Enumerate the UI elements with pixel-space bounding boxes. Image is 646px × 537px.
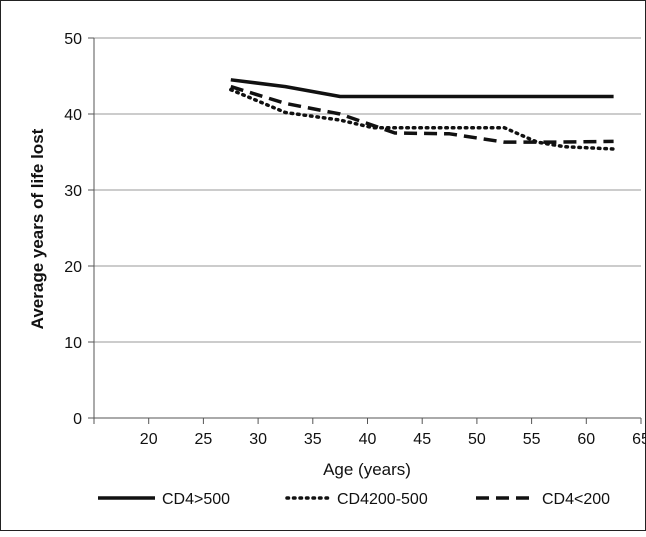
- y-tick-label: 40: [64, 107, 82, 124]
- x-tick-label: 55: [523, 431, 541, 448]
- y-tick-label: 10: [64, 335, 82, 352]
- gridlines: [94, 37, 641, 343]
- legend-label-2: CD4200-500: [337, 491, 428, 508]
- series-line-2: [229, 87, 616, 151]
- legend-label-3: CD4<200: [542, 491, 610, 508]
- x-tick-label: 20: [140, 431, 158, 448]
- series-line-3: [230, 84, 614, 144]
- series-line-1: [230, 78, 614, 99]
- x-tick-label: 50: [468, 431, 486, 448]
- x-tick-label: 45: [413, 431, 431, 448]
- x-tick-label: 60: [577, 431, 595, 448]
- y-tick-label: 30: [64, 183, 82, 200]
- y-tick-label: 20: [64, 259, 82, 276]
- y-tick-label: 0: [73, 411, 82, 428]
- axes: 0 10 20 30 40 50 20 25 30 35 40 45 50 55 60 65: [64, 31, 646, 448]
- x-tick-label: 25: [195, 431, 213, 448]
- x-axis-label: Age (years): [323, 460, 411, 479]
- x-tick-label: 35: [304, 431, 322, 448]
- legend: CD4>500 CD4200-500 CD4<200: [98, 491, 610, 508]
- y-tick-label: 50: [64, 31, 82, 48]
- legend-label-1: CD4>500: [162, 491, 230, 508]
- x-tick-label: 30: [249, 431, 267, 448]
- y-axis-label: Average years of life lost: [28, 128, 47, 329]
- series-lines: [229, 78, 616, 151]
- x-tick-label: 40: [359, 431, 377, 448]
- x-tick-label: 65: [632, 431, 646, 448]
